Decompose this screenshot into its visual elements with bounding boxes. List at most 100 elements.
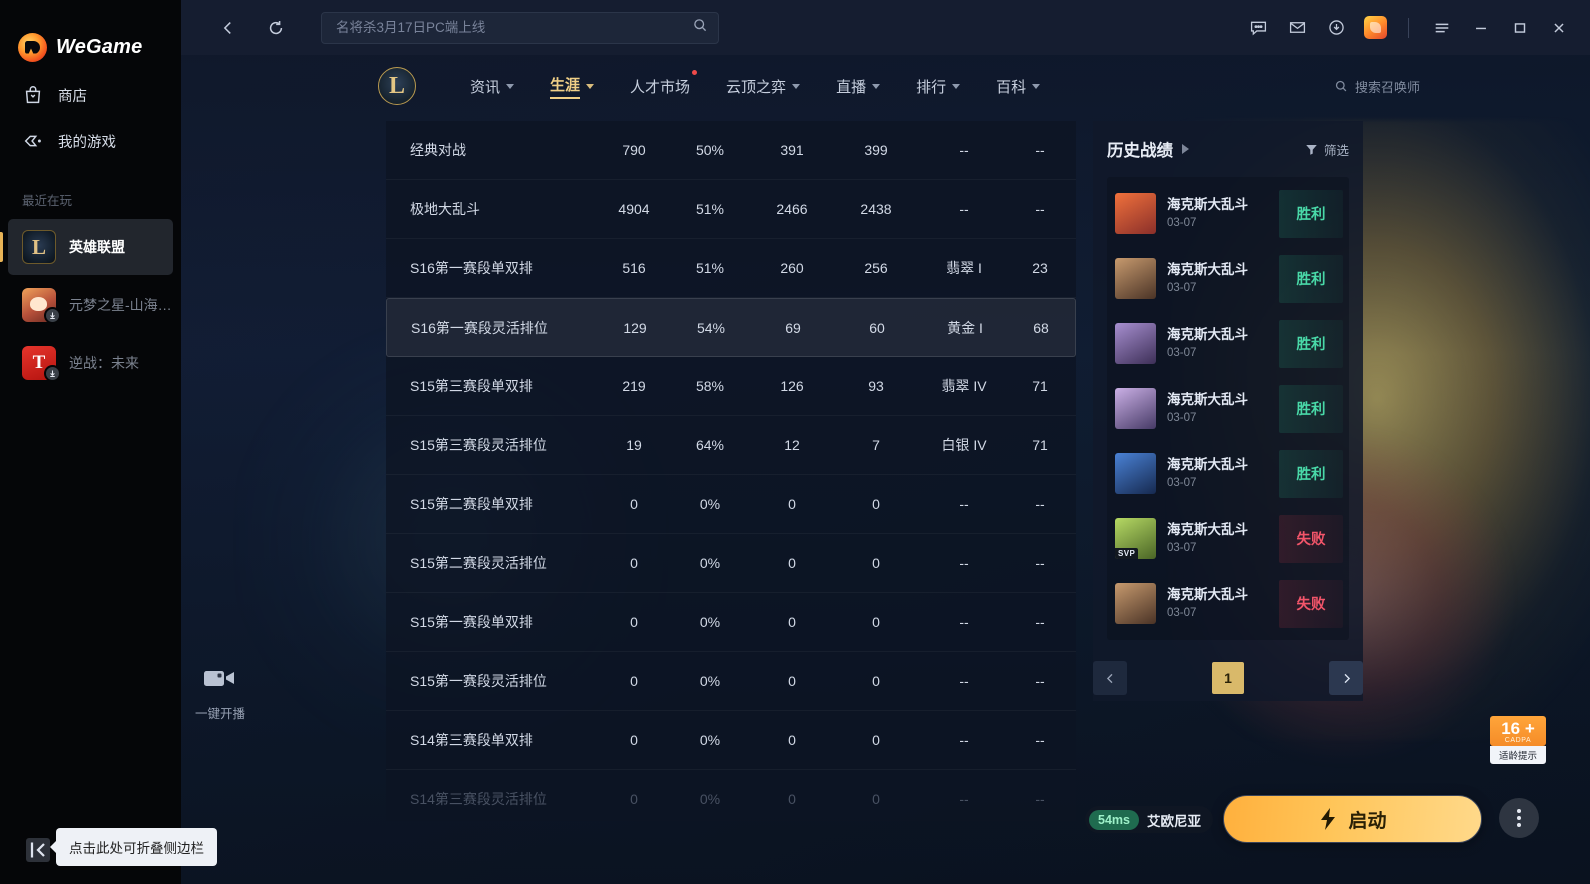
match-history-item[interactable]: 海克斯大乱斗 03-07 失败	[1107, 571, 1349, 636]
one-click-stream-button[interactable]: 一键开播	[189, 665, 251, 722]
tab-paihang[interactable]: 排行	[898, 66, 978, 106]
sidebar-item-shop[interactable]: 商店	[0, 72, 181, 118]
table-row[interactable]: S15第二赛段单双排 0 0% 0 0 -- --	[386, 475, 1076, 534]
global-search-input[interactable]	[336, 20, 692, 35]
match-date: 03-07	[1167, 606, 1197, 619]
match-mode: 海克斯大乱斗	[1167, 587, 1248, 603]
league-of-legends-logo-icon[interactable]: L	[378, 67, 416, 105]
more-vertical-icon	[1517, 816, 1521, 820]
row-rank: 黄金 I	[947, 319, 983, 336]
tab-shengya[interactable]: 生涯	[532, 66, 612, 106]
ping-indicator[interactable]: 54ms 艾欧尼亚	[1085, 806, 1213, 833]
match-result-badge: 胜利	[1279, 384, 1343, 433]
row-points: --	[1035, 555, 1045, 571]
more-vertical-icon	[1517, 823, 1521, 827]
table-row[interactable]: S15第二赛段灵活排位 0 0% 0 0 -- --	[386, 534, 1076, 593]
funnel-icon	[1306, 144, 1317, 155]
close-icon[interactable]	[1542, 11, 1576, 45]
row-wins: 391	[780, 142, 804, 158]
table-row[interactable]: S15第三赛段灵活排位 19 64% 12 7 白银 IV 71	[386, 416, 1076, 475]
table-row[interactable]: 极地大乱斗 4904 51% 2466 2438 -- --	[386, 180, 1076, 239]
tab-yundingzhiyi[interactable]: 云顶之弈	[708, 66, 818, 106]
match-history-item[interactable]: 海克斯大乱斗 03-07 胜利	[1107, 441, 1349, 506]
row-total: 129	[623, 319, 647, 336]
tab-zhibo[interactable]: 直播	[818, 66, 898, 106]
table-row[interactable]: S15第一赛段单双排 0 0% 0 0 -- --	[386, 593, 1076, 652]
filter-label: 筛选	[1323, 143, 1349, 158]
ping-ms: 54ms	[1089, 809, 1139, 830]
download-icon[interactable]	[1319, 11, 1353, 45]
match-history-item[interactable]: 海克斯大乱斗 03-07 胜利	[1107, 246, 1349, 311]
match-history-item[interactable]: 海克斯大乱斗 03-07 胜利	[1107, 181, 1349, 246]
search-icon	[1335, 80, 1347, 92]
row-total: 790	[622, 142, 646, 158]
table-row[interactable]: S14第三赛段单双排 0 0% 0 0 -- --	[386, 711, 1076, 770]
row-mode: S15第三赛段灵活排位	[410, 437, 547, 453]
chevron-down-icon	[586, 83, 595, 89]
tab-zixun[interactable]: 资讯	[452, 66, 532, 106]
row-total: 0	[630, 791, 638, 807]
bolt-icon	[1321, 808, 1336, 830]
search-icon[interactable]	[692, 17, 708, 38]
table-row[interactable]: S15第一赛段灵活排位 0 0% 0 0 -- --	[386, 652, 1076, 711]
global-search-box[interactable]	[321, 11, 719, 44]
sidebar-game-nz[interactable]: 逆战：未来	[8, 335, 173, 391]
collapse-sidebar-button[interactable]	[26, 838, 50, 862]
sidebar-game-ymzx[interactable]: 元梦之星-山海…	[8, 277, 173, 333]
match-history-item[interactable]: 海克斯大乱斗 03-07 胜利	[1107, 376, 1349, 441]
match-history-panel: 历史战绩 筛选 海克斯大乱斗 03-07 胜利 海克斯大乱斗 03-07 胜利 海克斯大乱斗…	[1093, 121, 1363, 701]
row-points: 71	[1032, 437, 1048, 453]
match-mode: 海克斯大乱斗	[1167, 457, 1248, 473]
table-row[interactable]: S15第三赛段单双排 219 58% 126 93 翡翠 IV 71	[386, 357, 1076, 416]
match-mode: 海克斯大乱斗	[1167, 522, 1248, 538]
age-rating-badge[interactable]: 16 + CADPA 适龄提示	[1490, 716, 1546, 764]
minimize-icon[interactable]	[1464, 11, 1498, 45]
row-points: 23	[1032, 260, 1048, 276]
tab-baike[interactable]: 百科	[978, 66, 1058, 106]
row-mode: S14第三赛段单双排	[410, 732, 533, 748]
launch-game-button[interactable]: 启动	[1223, 795, 1482, 843]
row-wins: 126	[780, 378, 804, 394]
row-winrate: 0%	[699, 555, 721, 571]
pagination-prev-button[interactable]	[1093, 661, 1127, 695]
back-button[interactable]	[211, 11, 245, 45]
match-meta: 海克斯大乱斗 03-07	[1167, 456, 1279, 490]
row-winrate: 54%	[696, 319, 726, 336]
sidebar-game-ymzx-label: 元梦之星-山海…	[69, 297, 172, 313]
maximize-icon[interactable]	[1503, 11, 1537, 45]
match-history-item[interactable]: 海克斯大乱斗 03-07 胜利	[1107, 311, 1349, 376]
sidebar-game-lol[interactable]: 英雄联盟	[0, 219, 173, 275]
table-row[interactable]: S16第一赛段灵活排位 129 54% 69 60 黄金 I 68	[386, 298, 1076, 357]
row-losses: 0	[872, 496, 880, 512]
refresh-button[interactable]	[259, 11, 293, 45]
flame-icon[interactable]	[1358, 11, 1392, 45]
app-logo[interactable]: WeGame	[0, 0, 181, 72]
row-losses: 2438	[860, 201, 892, 217]
chevron-down-icon	[872, 83, 881, 89]
pagination-next-button[interactable]	[1329, 661, 1363, 695]
tab-rencaishichang[interactable]: 人才市场	[612, 66, 708, 106]
row-rank: --	[959, 673, 969, 689]
table-row[interactable]: S14第三赛段灵活排位 0 0% 0 0 -- --	[386, 770, 1076, 821]
pagination-page-1[interactable]: 1	[1212, 662, 1244, 694]
sidebar-item-my-games[interactable]: 我的游戏	[0, 118, 181, 164]
match-mode: 海克斯大乱斗	[1167, 262, 1248, 278]
chat-icon[interactable]	[1241, 11, 1275, 45]
filter-button[interactable]: 筛选	[1305, 140, 1349, 159]
chevron-right-icon[interactable]	[1182, 144, 1189, 154]
row-mode: S15第二赛段灵活排位	[410, 555, 547, 571]
row-points: --	[1035, 496, 1045, 512]
match-history-item[interactable]: SVP 海克斯大乱斗 03-07 失败	[1107, 506, 1349, 571]
menu-icon[interactable]	[1425, 11, 1459, 45]
row-points: --	[1035, 614, 1045, 630]
match-meta: 海克斯大乱斗 03-07	[1167, 326, 1279, 360]
chevron-down-icon	[792, 83, 801, 89]
summoner-search-box[interactable]: 搜索召唤师	[1334, 77, 1420, 96]
row-points: 68	[1033, 319, 1049, 336]
table-row[interactable]: 经典对战 790 50% 391 399 -- --	[386, 121, 1076, 180]
more-options-button[interactable]	[1499, 798, 1539, 838]
table-row[interactable]: S16第一赛段单双排 516 51% 260 256 翡翠 I 23	[386, 239, 1076, 298]
champion-avatar	[1115, 193, 1156, 234]
mail-icon[interactable]	[1280, 11, 1314, 45]
row-total: 0	[630, 673, 638, 689]
